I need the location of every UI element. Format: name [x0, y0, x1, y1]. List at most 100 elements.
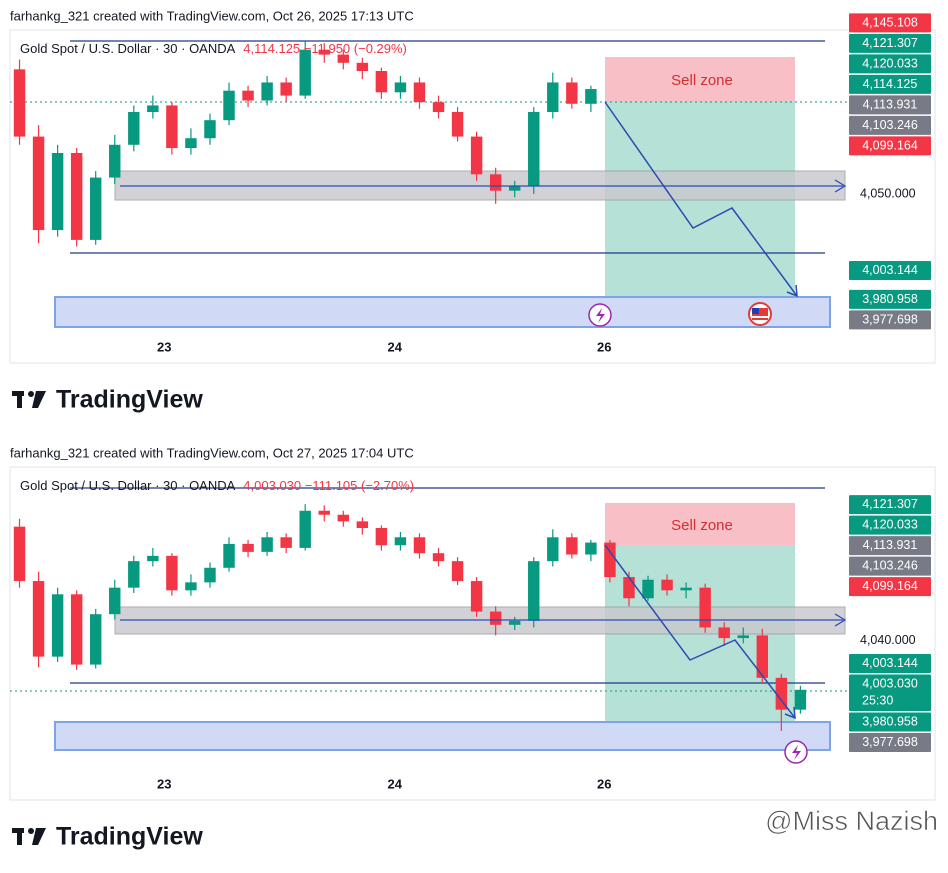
candle-body [547, 82, 559, 112]
event-icon [596, 308, 605, 323]
annotation: Sell zone [671, 72, 733, 89]
candle-body [32, 581, 45, 657]
candle-body [375, 528, 388, 546]
candle-body [109, 587, 121, 615]
candle-body [185, 582, 197, 591]
x-tick-label: 23 [157, 776, 171, 791]
price-tag-label: 4,121.307 [862, 497, 918, 511]
annotation: Sell zone [671, 517, 733, 534]
candle-body [756, 635, 769, 678]
candle-body [166, 555, 178, 591]
candle-body [794, 689, 807, 710]
price-tag-label: 4,113.931 [863, 97, 918, 111]
candle-body [508, 620, 521, 625]
candle-body [489, 611, 502, 625]
price-tag-label: 4,103.246 [862, 559, 918, 573]
projection-path [604, 101, 798, 297]
candle-body [51, 594, 64, 657]
arrow-head [786, 284, 798, 298]
candle-body [261, 82, 273, 101]
y-tick-label: 4,050.000 [860, 186, 916, 200]
price-tag [849, 95, 931, 115]
candle-body [394, 82, 407, 93]
candle-body [680, 587, 692, 591]
symbol-title: Gold Spot / U.S. Dollar · 30 · OANDA [20, 41, 236, 56]
candle-body [489, 174, 502, 191]
candle-body [299, 49, 311, 96]
candle-body [147, 555, 159, 562]
candle-body [280, 82, 292, 96]
candle-body [318, 49, 330, 55]
candle-body [470, 581, 483, 612]
price-tag [849, 536, 931, 556]
blue-zone [54, 296, 831, 328]
x-tick-label: 24 [387, 339, 402, 354]
candle-body [204, 567, 216, 583]
quote: 4,114.125 −11.950 (−0.29%) [243, 41, 407, 56]
price-tag [849, 13, 931, 33]
chart-title: Gold Spot / U.S. Dollar · 30 · OANDA 4,00… [20, 478, 414, 493]
candle-body [566, 82, 578, 104]
price-tag-label: 3,977.698 [862, 735, 918, 749]
price-tag [849, 115, 931, 135]
price-tag-label: 3,980.958 [862, 292, 918, 306]
candle-body [413, 537, 426, 554]
chart-title: Gold Spot / U.S. Dollar · 30 · OANDA 4,11… [20, 41, 407, 56]
chart-panel: farhankg_321 created with TradingView.co… [9, 8, 936, 414]
candle-body [109, 144, 121, 178]
candle-body [70, 594, 83, 665]
candle-body [128, 111, 140, 145]
candle-body [470, 136, 483, 175]
candle-body [51, 152, 64, 231]
x-tick-label: 26 [597, 776, 611, 791]
flag-icon [752, 308, 759, 314]
price-tag [849, 74, 931, 94]
arrow-head [834, 613, 847, 627]
candle-body [356, 521, 369, 528]
price-tag [849, 33, 931, 53]
symbol-title: Gold Spot / U.S. Dollar · 30 · OANDA [20, 478, 236, 493]
price-tag [849, 495, 931, 515]
candle-body [623, 577, 635, 599]
candle-body [528, 561, 540, 621]
candle-body [337, 514, 350, 522]
price-tag-label: 4,099.164 [862, 138, 918, 152]
candle-body [128, 561, 140, 588]
candle-body [432, 553, 445, 562]
price-tag [849, 515, 931, 535]
price-tag [849, 732, 931, 752]
price-tag [849, 556, 931, 576]
projection-path [604, 544, 796, 719]
candle-body [775, 677, 788, 710]
price-tag-label: 4,120.033 [862, 56, 918, 70]
event-icon [792, 745, 801, 760]
x-tick-label: 24 [387, 776, 402, 791]
candle-body [242, 90, 254, 101]
candle-body [223, 90, 235, 121]
candle-body [451, 561, 464, 582]
brand: TradingView [56, 823, 203, 851]
watermark: @Miss Nazish [765, 806, 938, 836]
candle-body [204, 120, 216, 139]
candle-body [508, 185, 521, 191]
candle-body [337, 54, 350, 63]
price-tag-label: 4,003.030 [862, 676, 918, 690]
candle-body [261, 537, 273, 552]
candle-body [89, 614, 102, 665]
price-tag [849, 136, 931, 156]
candle-body [185, 138, 197, 149]
price-tag [849, 674, 931, 711]
price-tag [849, 310, 931, 330]
candle-body [299, 510, 311, 548]
candle-body [528, 111, 540, 186]
arrow-head [834, 179, 847, 193]
sell-zone-box [605, 503, 795, 545]
header: farhankg_321 created with TradingView.co… [10, 445, 414, 460]
candle-body [451, 111, 464, 137]
price-tag [849, 54, 931, 74]
price-tag-label: 3,977.698 [862, 312, 918, 326]
candle-body [585, 542, 597, 555]
candle-body [318, 510, 330, 515]
